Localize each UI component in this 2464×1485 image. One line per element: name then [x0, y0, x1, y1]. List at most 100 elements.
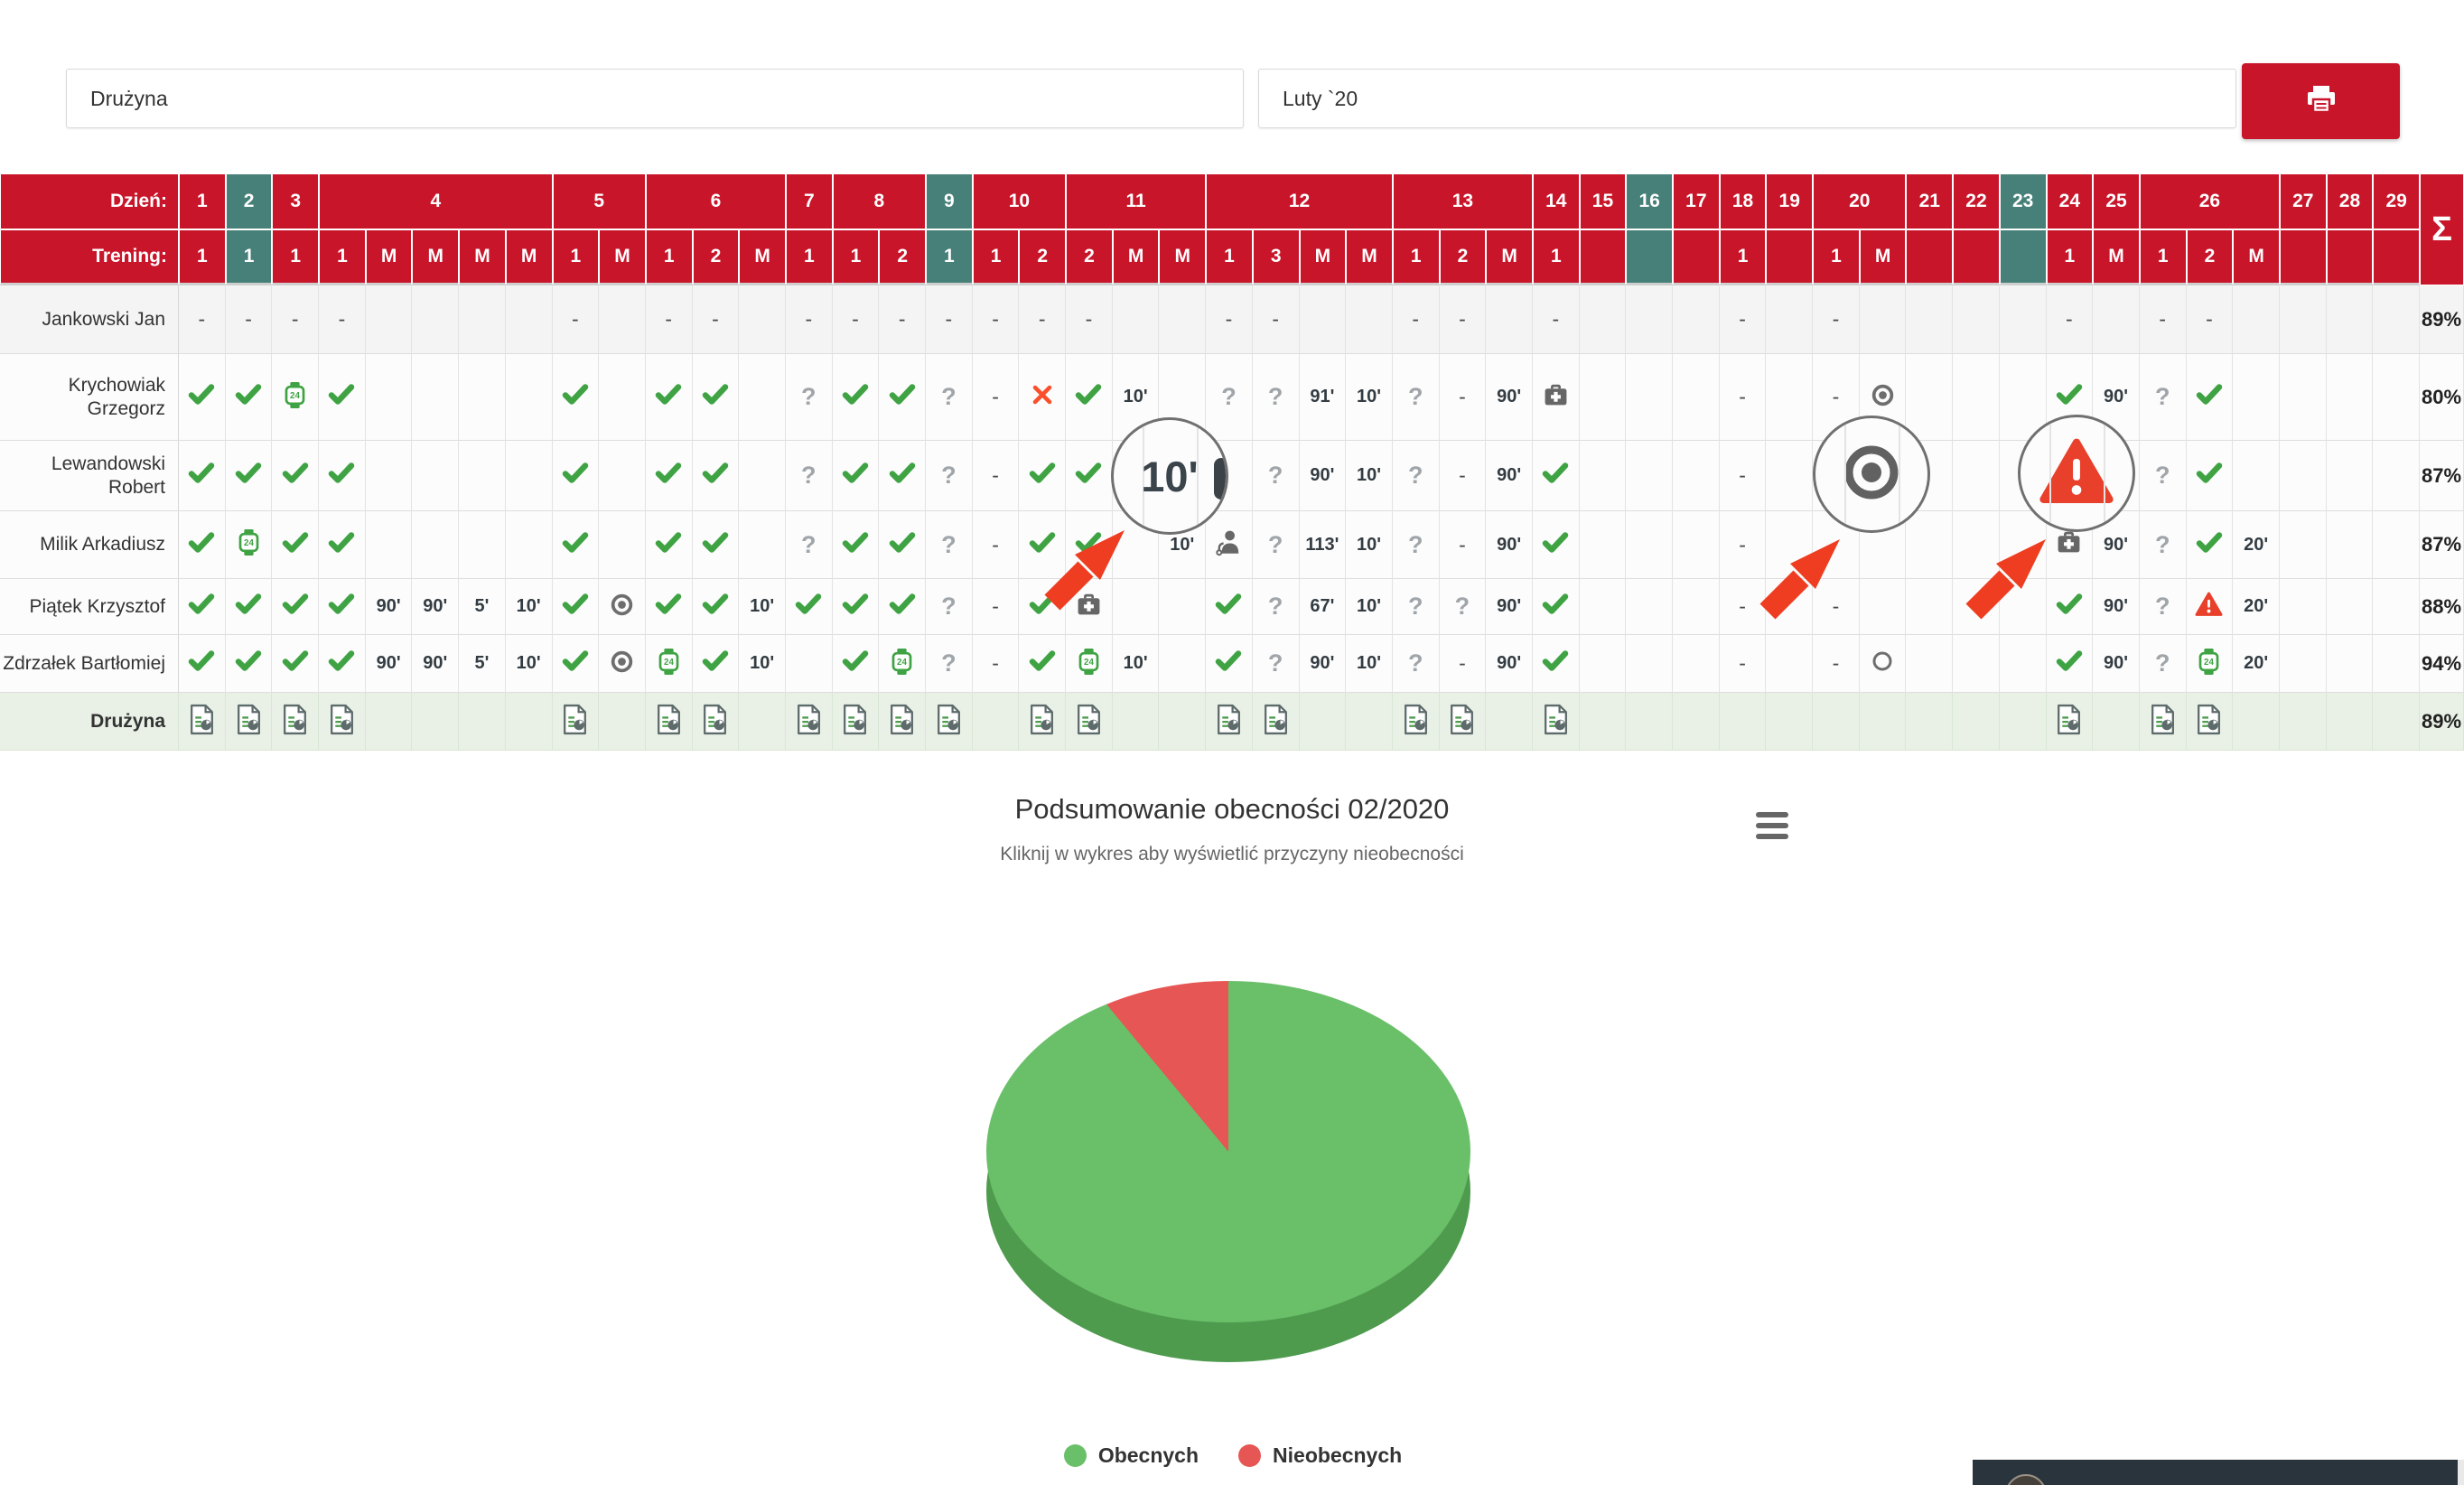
attendance-cell[interactable]	[832, 635, 880, 693]
attendance-cell[interactable]	[2093, 285, 2140, 354]
attendance-cell[interactable]	[2279, 441, 2327, 511]
attendance-cell[interactable]	[1486, 285, 1533, 354]
attendance-cell[interactable]	[365, 441, 413, 511]
attendance-cell[interactable]: ?	[2139, 579, 2187, 635]
attendance-cell[interactable]: 90'	[1486, 354, 1533, 441]
attendance-cell[interactable]: 24	[879, 635, 926, 693]
attendance-cell[interactable]: 10'	[1346, 579, 1393, 635]
attendance-cell[interactable]: -	[2186, 285, 2234, 354]
attendance-cell[interactable]	[2373, 579, 2420, 635]
attendance-cell[interactable]	[2373, 635, 2420, 693]
attendance-cell[interactable]: ?	[1392, 635, 1440, 693]
attendance-cell[interactable]	[785, 579, 833, 635]
attendance-cell[interactable]	[1859, 635, 1907, 693]
attendance-cell[interactable]	[179, 441, 226, 511]
attendance-cell[interactable]: 90'	[412, 635, 460, 693]
attendance-cell[interactable]: 24	[645, 635, 693, 693]
attendance-cell[interactable]: ?	[785, 441, 833, 511]
attendance-cell[interactable]: 5'	[459, 635, 506, 693]
attendance-cell[interactable]	[1532, 441, 1580, 511]
attendance-cell[interactable]: -	[319, 285, 366, 354]
attendance-cell[interactable]	[879, 354, 926, 441]
team-report-cell[interactable]	[2186, 693, 2234, 751]
attendance-cell[interactable]	[1906, 635, 1954, 693]
attendance-cell[interactable]	[1999, 635, 2047, 693]
attendance-cell[interactable]	[1999, 285, 2047, 354]
attendance-cell[interactable]	[225, 579, 273, 635]
attendance-cell[interactable]	[599, 441, 646, 511]
attendance-cell[interactable]	[1159, 285, 1207, 354]
attendance-cell[interactable]	[1579, 579, 1627, 635]
attendance-cell[interactable]: 90'	[1299, 441, 1347, 511]
attendance-cell[interactable]	[1953, 285, 2000, 354]
team-report-cell[interactable]	[319, 693, 366, 751]
attendance-cell[interactable]	[692, 441, 740, 511]
attendance-cell[interactable]	[1673, 354, 1720, 441]
attendance-cell[interactable]	[2279, 579, 2327, 635]
attendance-cell[interactable]: -	[1439, 511, 1487, 579]
attendance-cell[interactable]: -	[1813, 285, 1860, 354]
attendance-cell[interactable]: 10'	[1112, 635, 1160, 693]
attendance-cell[interactable]	[1019, 354, 1067, 441]
attendance-cell[interactable]	[2326, 579, 2374, 635]
attendance-cell[interactable]	[1579, 285, 1627, 354]
attendance-cell[interactable]	[225, 354, 273, 441]
attendance-cell[interactable]	[505, 511, 553, 579]
attendance-cell[interactable]	[1532, 354, 1580, 441]
attendance-cell[interactable]: 90'	[365, 635, 413, 693]
attendance-cell[interactable]	[1953, 511, 2000, 579]
attendance-cell[interactable]: 10'	[1346, 441, 1393, 511]
attendance-cell[interactable]	[599, 354, 646, 441]
attendance-cell[interactable]	[2326, 511, 2374, 579]
chat-widget[interactable]	[1973, 1460, 2458, 1485]
attendance-cell[interactable]: -	[972, 285, 1020, 354]
attendance-cell[interactable]	[365, 511, 413, 579]
attendance-cell[interactable]	[225, 635, 273, 693]
attendance-cell[interactable]	[832, 441, 880, 511]
attendance-cell[interactable]: 10'	[1346, 635, 1393, 693]
attendance-cell[interactable]: -	[1719, 635, 1767, 693]
attendance-cell[interactable]	[2186, 441, 2234, 511]
attendance-cell[interactable]: ?	[1252, 354, 1300, 441]
scrollbar[interactable]	[2458, 1460, 2464, 1485]
attendance-cell[interactable]	[879, 579, 926, 635]
attendance-cell[interactable]: ?	[926, 354, 973, 441]
attendance-cell[interactable]: -	[645, 285, 693, 354]
attendance-cell[interactable]: ?	[1392, 441, 1440, 511]
attendance-cell[interactable]	[1019, 635, 1067, 693]
attendance-cell[interactable]	[692, 511, 740, 579]
attendance-cell[interactable]: 24	[1066, 635, 1113, 693]
team-report-cell[interactable]	[2046, 693, 2094, 751]
attendance-cell[interactable]: -	[1719, 441, 1767, 511]
attendance-cell[interactable]	[1906, 511, 1954, 579]
attendance-cell[interactable]	[412, 441, 460, 511]
attendance-cell[interactable]	[1206, 511, 1253, 579]
legend-item-1[interactable]: Nieobecnych	[1238, 1443, 1402, 1468]
attendance-cell[interactable]	[1673, 635, 1720, 693]
attendance-cell[interactable]	[2233, 441, 2280, 511]
attendance-cell[interactable]: 20'	[2233, 579, 2280, 635]
team-report-cell[interactable]	[272, 693, 320, 751]
attendance-cell[interactable]	[1532, 635, 1580, 693]
attendance-cell[interactable]	[739, 285, 786, 354]
attendance-cell[interactable]: -	[1719, 511, 1767, 579]
attendance-cell[interactable]	[1532, 511, 1580, 579]
attendance-cell[interactable]	[179, 511, 226, 579]
attendance-cell[interactable]	[412, 354, 460, 441]
attendance-cell[interactable]: -	[225, 285, 273, 354]
attendance-cell[interactable]	[645, 354, 693, 441]
attendance-cell[interactable]: -	[972, 441, 1020, 511]
attendance-cell[interactable]: 90'	[1486, 511, 1533, 579]
attendance-cell[interactable]	[2326, 285, 2374, 354]
team-report-cell[interactable]	[1206, 693, 1253, 751]
attendance-cell[interactable]: 113'	[1299, 511, 1347, 579]
team-report-cell[interactable]	[179, 693, 226, 751]
attendance-cell[interactable]: 24	[225, 511, 273, 579]
attendance-cell[interactable]	[2233, 285, 2280, 354]
attendance-cell[interactable]	[1953, 441, 2000, 511]
attendance-cell[interactable]: 90'	[2093, 579, 2140, 635]
attendance-cell[interactable]	[1859, 579, 1907, 635]
attendance-cell[interactable]	[1579, 511, 1627, 579]
attendance-cell[interactable]: -	[1439, 285, 1487, 354]
attendance-cell[interactable]	[645, 511, 693, 579]
